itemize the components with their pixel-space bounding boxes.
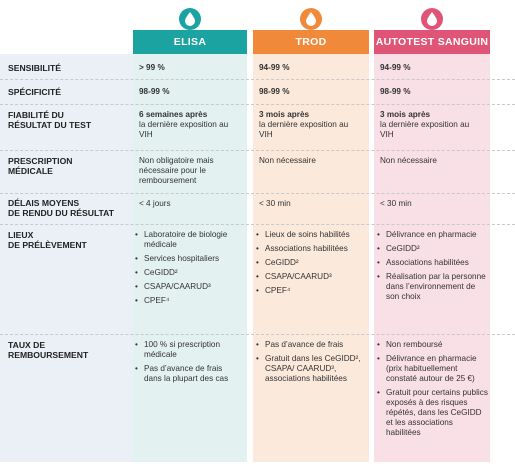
list-item: CeGIDD²	[376, 244, 488, 254]
trod-fiabilite: 3 mois après la dernière exposition au V…	[259, 110, 363, 140]
list-item: Délivrance en pharmacie	[376, 230, 488, 240]
autotest-prescription: Non nécessaire	[380, 156, 437, 165]
label-line: RÉSULTAT DU TEST	[8, 120, 92, 130]
row-divider	[0, 104, 515, 105]
list-item: Non remboursé	[376, 340, 488, 350]
autotest-header: AUTOTEST SANGUIN	[374, 6, 490, 54]
trod-sensibilite: 94-99 %	[259, 63, 290, 72]
fiabilite-detail: la dernière exposition au VIH	[139, 120, 229, 139]
fiabilite-detail: la dernière exposition au VIH	[380, 120, 470, 139]
elisa-fiabilite: 6 semaines après la dernière exposition …	[139, 110, 243, 140]
fiabilite-delay: 3 mois après	[259, 110, 310, 119]
row-divider	[0, 334, 515, 335]
list-item: Pas d’avance de frais dans la plupart de…	[134, 364, 234, 384]
trod-delais: < 30 min	[259, 199, 291, 208]
row-divider	[0, 79, 515, 80]
trod-prescription: Non nécessaire	[259, 156, 316, 165]
list-item: Services hospitaliers	[134, 254, 244, 264]
elisa-delais: < 4 jours	[139, 199, 171, 208]
row-label-lieux: LIEUX DE PRÉLÈVEMENT	[8, 230, 126, 250]
list-item: CPEF⁴	[255, 286, 367, 296]
autotest-taux-list: Non remboursé Délivrance en pharmacie (p…	[376, 340, 488, 442]
elisa-specificite: 98-99 %	[139, 87, 170, 96]
label-line: DE PRÉLÈVEMENT	[8, 240, 87, 250]
label-line: TAUX DE	[8, 340, 46, 350]
trod-specificite: 98-99 %	[259, 87, 290, 96]
elisa-lieux-list: Laboratoire de biologie médicale Service…	[134, 230, 244, 310]
elisa-prescription: Non obligatoire mais nécessaire pour le …	[139, 156, 214, 185]
label-line: PRESCRIPTION	[8, 156, 73, 166]
list-item: Laboratoire de biologie médicale	[134, 230, 244, 250]
row-divider	[0, 193, 515, 194]
list-item: Gratuit pour certains publics exposés à …	[376, 388, 488, 438]
trod-lieux-list: Lieux de soins habilités Associations ha…	[255, 230, 367, 300]
label-line: DE RENDU DU RÉSULTAT	[8, 208, 114, 218]
list-item: Associations habilitées	[255, 244, 367, 254]
elisa-taux-list: 100 % si prescription médicale Pas d’ava…	[134, 340, 234, 388]
elisa-sensibilite: > 99 %	[139, 63, 165, 72]
label-line: LIEUX	[8, 230, 34, 240]
elisa-header-label: ELISA	[133, 30, 247, 54]
list-item: Réalisation par la personne dans l’envir…	[376, 272, 488, 302]
row-label-prescription: PRESCRIPTION MÉDICALE	[8, 156, 126, 176]
list-item: CSAPA/CAARUD³	[134, 282, 244, 292]
blood-drop-icon	[421, 8, 443, 30]
list-item: Lieux de soins habilités	[255, 230, 367, 240]
fiabilite-detail: la dernière exposition au VIH	[259, 120, 349, 139]
elisa-header: ELISA	[133, 6, 247, 54]
blood-drop-icon	[300, 8, 322, 30]
autotest-specificite: 98-99 %	[380, 87, 411, 96]
row-divider	[0, 150, 515, 151]
list-item: Associations habilitées	[376, 258, 488, 268]
list-item: CeGIDD²	[255, 258, 367, 268]
label-line: DÉLAIS MOYENS	[8, 198, 80, 208]
label-line: REMBOURSEMENT	[8, 350, 89, 360]
autotest-sensibilite: 94-99 %	[380, 63, 411, 72]
fiabilite-delay: 6 semaines après	[139, 110, 208, 119]
trod-taux-list: Pas d’avance de frais Gratuit dans les C…	[255, 340, 365, 388]
list-item: Délivrance en pharmacie (prix habituelle…	[376, 354, 488, 384]
autotest-fiabilite: 3 mois après la dernière exposition au V…	[380, 110, 484, 140]
row-label-fiabilite: FIABILITÉ DU RÉSULTAT DU TEST	[8, 110, 126, 130]
row-label-taux: TAUX DE REMBOURSEMENT	[8, 340, 126, 360]
list-item: CPEF⁴	[134, 296, 244, 306]
list-item: CeGIDD²	[134, 268, 244, 278]
row-label-specificite: SPÉCIFICITÉ	[8, 87, 62, 97]
list-item: Pas d’avance de frais	[255, 340, 365, 350]
label-line: MÉDICALE	[8, 166, 53, 176]
row-label-sensibilite: SENSIBILITÉ	[8, 63, 62, 73]
row-label-delais: DÉLAIS MOYENS DE RENDU DU RÉSULTAT	[8, 198, 126, 218]
row-divider	[0, 224, 515, 225]
autotest-delais: < 30 min	[380, 199, 412, 208]
fiabilite-delay: 3 mois après	[380, 110, 431, 119]
blood-drop-icon	[179, 8, 201, 30]
trod-header: TROD	[253, 6, 369, 54]
autotest-lieux-list: Délivrance en pharmacie CeGIDD² Associat…	[376, 230, 488, 306]
list-item: 100 % si prescription médicale	[134, 340, 234, 360]
label-column-bg	[0, 54, 133, 462]
list-item: CSAPA/CAARUD³	[255, 272, 367, 282]
list-item: Gratuit dans les CeGIDD², CSAPA/ CAARUD³…	[255, 354, 365, 384]
label-line: FIABILITÉ DU	[8, 110, 64, 120]
autotest-header-label: AUTOTEST SANGUIN	[374, 30, 490, 54]
trod-header-label: TROD	[253, 30, 369, 54]
